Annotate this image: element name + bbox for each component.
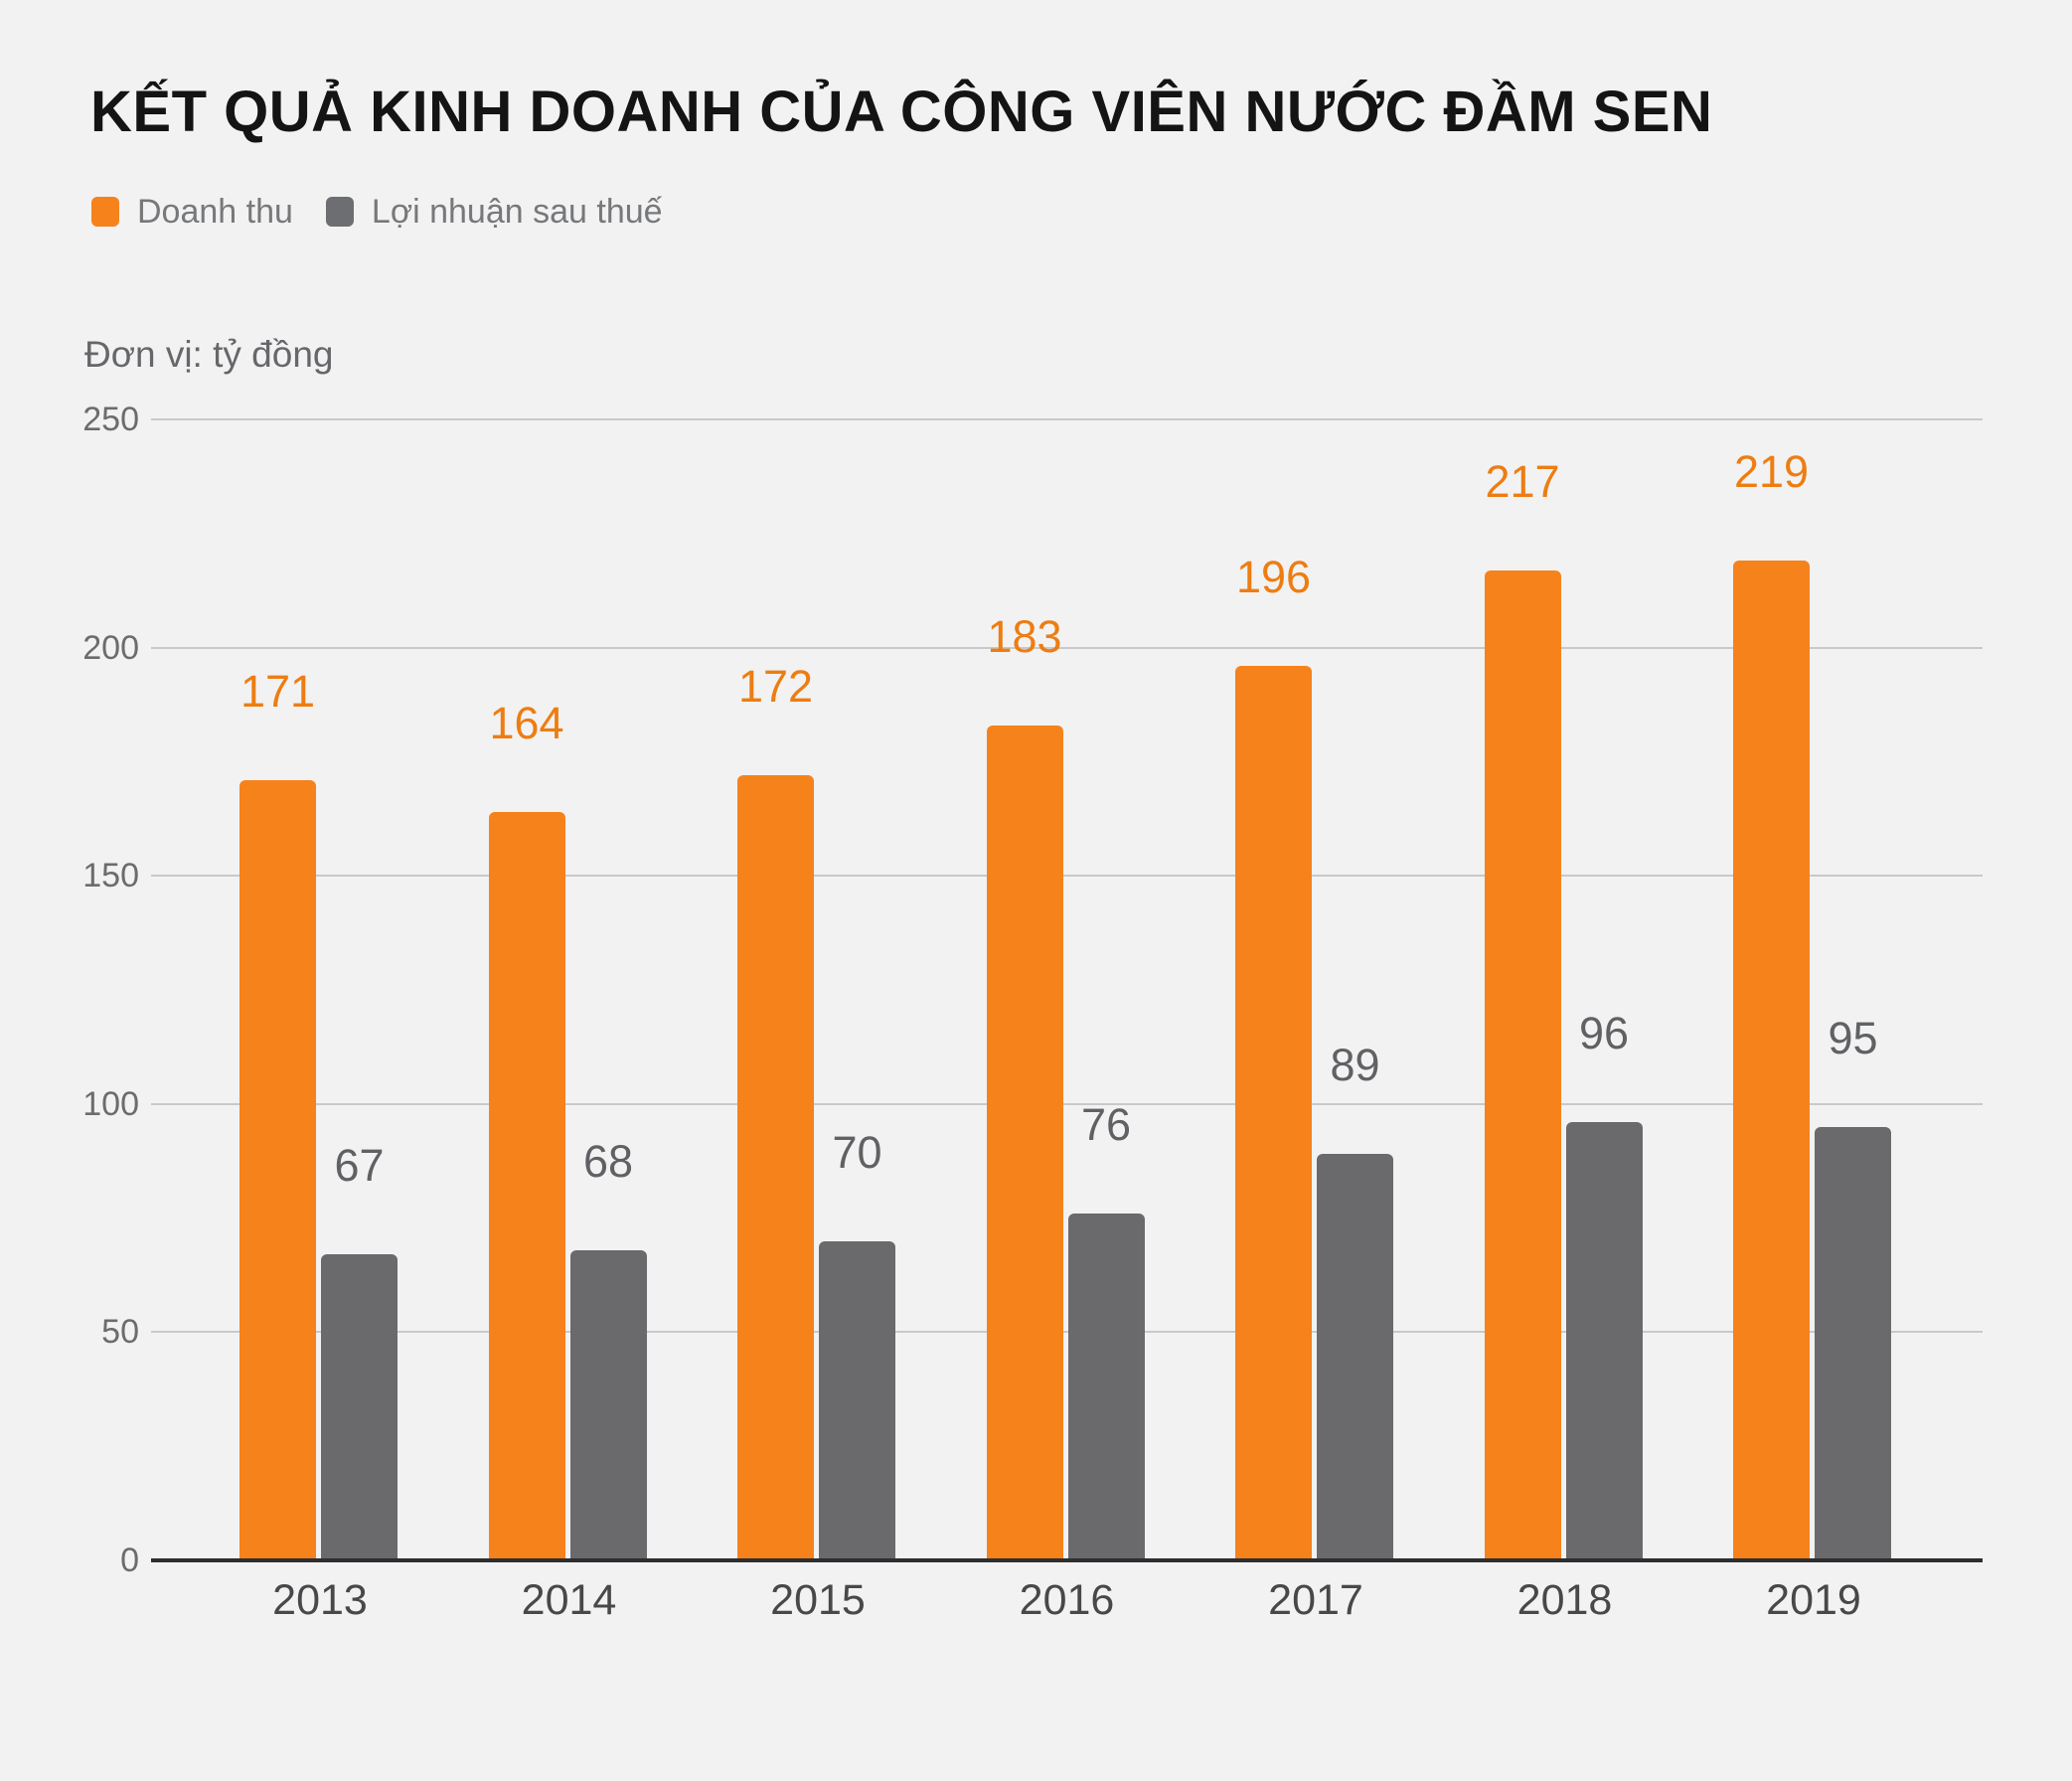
unit-label: Đơn vị: tỷ đồng (84, 334, 334, 375)
y-axis-tick-label-250: 250 (82, 401, 139, 438)
gridline-50 (151, 1331, 1983, 1334)
legend-item-revenue: Doanh thu (91, 195, 293, 229)
revenue-value-label-2018: 217 (1485, 455, 1560, 507)
x-axis-label-2013: 2013 (272, 1576, 368, 1624)
gridline-100 (151, 1102, 1983, 1105)
profit-value-label-2018: 96 (1578, 1008, 1630, 1059)
profit-value-label-2017: 89 (1330, 1040, 1380, 1091)
profit-value-label-2014: 68 (582, 1135, 634, 1187)
x-axis-label-2014: 2014 (521, 1576, 617, 1624)
profit-bar-2017 (1317, 1154, 1393, 1560)
profit-value-label-2013: 67 (334, 1140, 385, 1192)
x-axis-baseline (151, 1558, 1983, 1562)
y-axis-tick-label-50: 50 (101, 1313, 139, 1352)
profit-bar-2014 (569, 1249, 647, 1560)
profit-value-label-2016: 76 (1080, 1099, 1132, 1150)
legend-label-revenue: Doanh thu (137, 193, 293, 231)
y-axis-tick-label-100: 100 (82, 1084, 139, 1123)
x-axis-label-2018: 2018 (1516, 1576, 1613, 1624)
revenue-bar-2013 (239, 779, 316, 1560)
profit-value-label-2019: 95 (1828, 1012, 1878, 1063)
x-axis-label-2019: 2019 (1766, 1576, 1861, 1624)
legend-label-profit: Lợi nhuận sau thuế (371, 193, 663, 231)
x-axis-label-2015: 2015 (770, 1576, 866, 1624)
profit-value-label-2015: 70 (832, 1126, 882, 1178)
revenue-value-label-2015: 172 (737, 661, 814, 713)
gridline-250 (151, 418, 1983, 420)
y-axis-tick-label-200: 200 (82, 628, 139, 667)
legend-item-profit: Lợi nhuận sau thuế (325, 193, 663, 231)
chart-title: KẾT QUẢ KINH DOANH CỦA CÔNG VIÊN NƯỚC ĐẦ… (90, 80, 1713, 144)
revenue-value-label-2013: 171 (239, 665, 316, 717)
y-axis-tick-label-0: 0 (120, 1541, 139, 1579)
revenue-bar-2018 (1484, 569, 1561, 1560)
revenue-value-label-2014: 164 (489, 697, 564, 748)
revenue-value-label-2019: 219 (1733, 446, 1810, 498)
x-axis-label-2017: 2017 (1268, 1576, 1363, 1624)
legend: Doanh thu Lợi nhuận sau thuế (91, 195, 663, 229)
gridline-150 (151, 875, 1983, 878)
x-axis-label-2016: 2016 (1019, 1576, 1115, 1624)
revenue-bar-2017 (1235, 665, 1312, 1560)
revenue-swatch-icon (91, 197, 119, 227)
revenue-bar-2015 (737, 775, 814, 1560)
profit-swatch-icon (325, 197, 354, 227)
gridline-200 (151, 646, 1983, 649)
revenue-value-label-2016: 183 (987, 610, 1062, 662)
profit-bar-2018 (1565, 1122, 1643, 1560)
profit-bar-2019 (1815, 1126, 1891, 1560)
revenue-value-label-2017: 196 (1235, 551, 1312, 602)
profit-bar-2013 (321, 1254, 398, 1560)
revenue-bar-2016 (986, 725, 1063, 1560)
revenue-bar-2019 (1733, 561, 1810, 1560)
profit-bar-2015 (819, 1240, 895, 1560)
revenue-bar-2014 (488, 811, 565, 1560)
profit-bar-2016 (1067, 1214, 1145, 1560)
y-axis-tick-label-150: 150 (82, 857, 139, 895)
